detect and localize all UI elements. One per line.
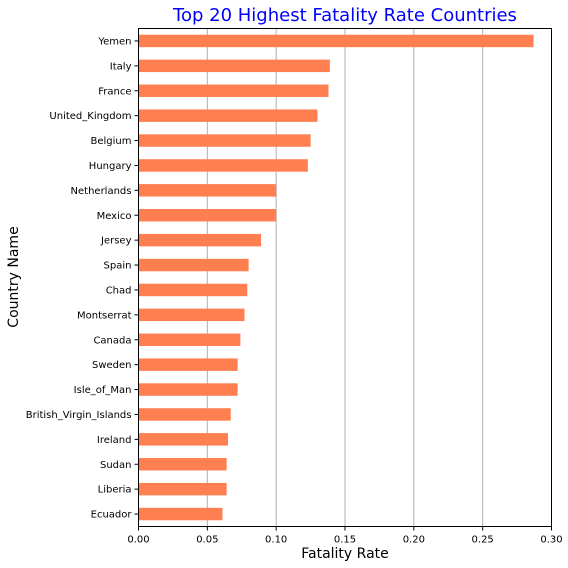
bar-sweden [138, 358, 238, 371]
bar-jersey [138, 233, 262, 247]
y-tick-label: United_Kingdom [49, 111, 131, 122]
bar-united-kingdom [138, 109, 318, 122]
y-tick-label: Spain [104, 261, 132, 272]
bar-hungary [138, 159, 308, 172]
y-tick-label: Italy [110, 61, 132, 72]
x-tick-label: 0.15 [334, 535, 356, 546]
y-tick-label: Isle_of_Man [74, 385, 132, 396]
y-tick-label: Canada [93, 335, 131, 346]
bar-yemen [138, 34, 534, 48]
bar-sudan [138, 458, 227, 471]
bar-mexico [138, 209, 277, 222]
bar-netherlands [138, 184, 277, 197]
y-tick-label: British_Virgin_Islands [26, 410, 132, 421]
y-tick-label: Ecuador [91, 510, 133, 521]
bar-france [138, 84, 329, 97]
x-tick-label: 0.10 [265, 535, 287, 546]
y-tick-label: Belgium [91, 136, 132, 147]
x-tick-label: 0.05 [196, 535, 218, 546]
y-tick-label: Sudan [100, 460, 132, 471]
bar-spain [138, 258, 249, 272]
bar-ireland [138, 433, 228, 446]
bar-belgium [138, 134, 311, 147]
bar-isle-of-man [138, 383, 238, 396]
bar-canada [138, 333, 241, 346]
x-axis-ticks: 0.00 0.05 0.10 0.15 0.20 0.25 0.30 [127, 526, 563, 546]
x-axis-label: Fatality Rate [301, 546, 389, 562]
bar-ecuador [138, 507, 223, 521]
y-axis-ticks: Yemen Italy France United_Kingdom Belgium Hun… [26, 36, 139, 521]
y-tick-label: Jersey [100, 236, 132, 247]
y-tick-label: Yemen [97, 36, 131, 47]
y-tick-label: Chad [106, 285, 132, 296]
x-tick-label: 0.30 [540, 535, 562, 546]
y-tick-label: Mexico [97, 211, 132, 222]
y-tick-label: Hungary [89, 161, 132, 172]
y-tick-label: Netherlands [71, 186, 132, 197]
y-tick-label: Sweden [92, 360, 132, 371]
bar-italy [138, 59, 330, 73]
x-tick-label: 0.25 [472, 535, 494, 546]
y-tick-label: France [98, 86, 131, 97]
chart-title: Top 20 Highest Fatality Rate Countries [172, 5, 517, 26]
x-tick-label: 0.20 [403, 535, 425, 546]
bar-chad [138, 283, 248, 297]
y-axis-label: Country Name [6, 226, 22, 327]
bar-liberia [138, 482, 227, 496]
y-tick-label: Ireland [97, 435, 132, 446]
bars [138, 34, 534, 521]
y-tick-label: Liberia [98, 485, 132, 496]
y-tick-label: Montserrat [77, 310, 132, 321]
bar-montserrat [138, 308, 245, 322]
x-tick-label: 0.00 [127, 535, 149, 546]
bar-british-virgin-islands [138, 408, 231, 421]
